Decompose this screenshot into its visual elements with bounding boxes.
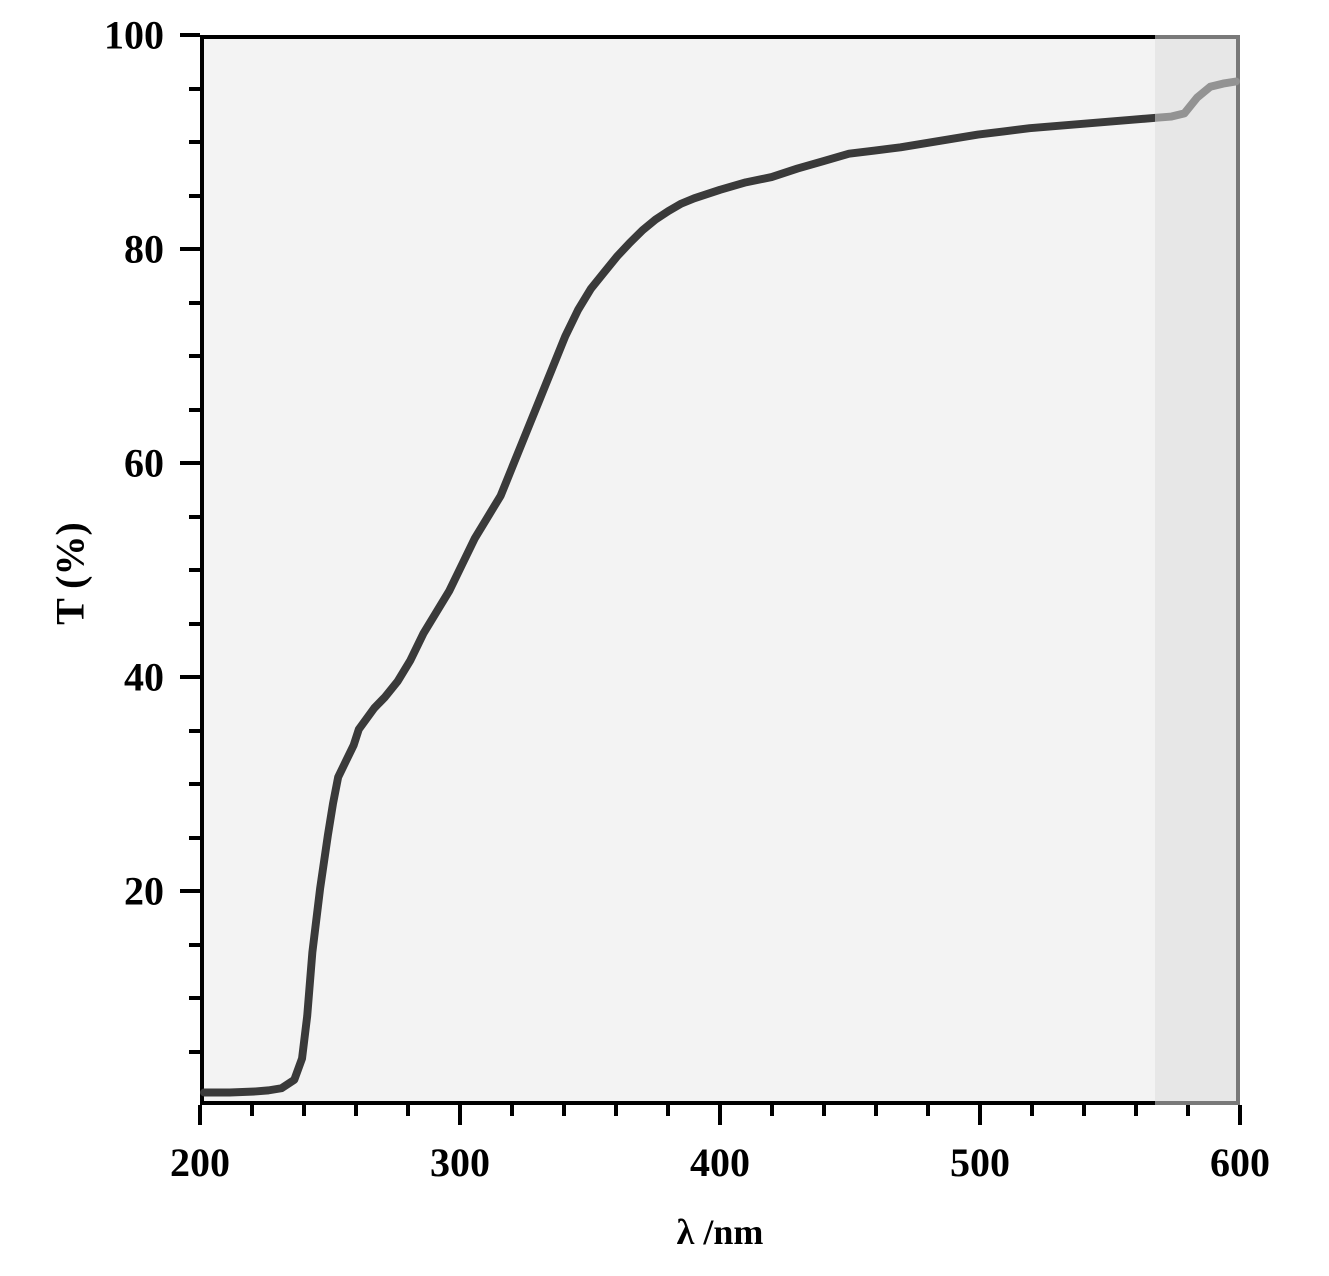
y-tick-major xyxy=(180,889,200,893)
y-tick-minor xyxy=(189,782,200,786)
y-tick-minor xyxy=(189,836,200,840)
x-tick-minor xyxy=(1134,1105,1138,1116)
y-tick-major xyxy=(180,33,200,37)
y-tick-minor xyxy=(189,622,200,626)
x-tick-minor xyxy=(1082,1105,1086,1116)
y-tick-label: 40 xyxy=(0,654,164,701)
y-tick-minor xyxy=(189,943,200,947)
y-tick-minor xyxy=(189,87,200,91)
y-tick-label: 80 xyxy=(0,226,164,273)
y-tick-major xyxy=(180,675,200,679)
y-tick-label: 100 xyxy=(0,12,164,59)
x-tick-minor xyxy=(770,1105,774,1116)
figure-container: 200 300 400 500 600 20 40 60 80 100 λ /nm T (%) xyxy=(0,0,1329,1276)
x-tick-major xyxy=(978,1105,982,1125)
y-tick-label: 60 xyxy=(0,440,164,487)
x-tick-major xyxy=(458,1105,462,1125)
x-tick-minor xyxy=(510,1105,514,1116)
x-tick-label: 300 xyxy=(430,1139,490,1186)
plot-area xyxy=(200,35,1240,1105)
y-tick-minor xyxy=(189,301,200,305)
y-tick-minor xyxy=(189,515,200,519)
x-tick-major xyxy=(1238,1105,1242,1125)
x-tick-minor xyxy=(1030,1105,1034,1116)
y-tick-minor xyxy=(189,354,200,358)
x-tick-major xyxy=(198,1105,202,1125)
y-tick-major xyxy=(180,461,200,465)
y-tick-minor xyxy=(189,194,200,198)
x-tick-minor xyxy=(406,1105,410,1116)
y-tick-label: 20 xyxy=(0,868,164,915)
x-tick-minor xyxy=(822,1105,826,1116)
x-tick-label: 400 xyxy=(690,1139,750,1186)
x-tick-minor xyxy=(250,1105,254,1116)
x-tick-minor xyxy=(302,1105,306,1116)
x-axis-label: λ /nm xyxy=(677,1211,764,1253)
x-tick-label: 500 xyxy=(950,1139,1010,1186)
x-tick-minor xyxy=(874,1105,878,1116)
x-tick-major xyxy=(718,1105,722,1125)
x-tick-minor xyxy=(614,1105,618,1116)
y-tick-minor xyxy=(189,408,200,412)
series-transmittance xyxy=(204,39,1236,1101)
y-tick-minor xyxy=(189,568,200,572)
y-tick-major xyxy=(180,247,200,251)
x-tick-minor xyxy=(562,1105,566,1116)
x-tick-label: 600 xyxy=(1210,1139,1270,1186)
y-tick-minor xyxy=(189,729,200,733)
y-tick-minor xyxy=(189,1050,200,1054)
x-tick-minor xyxy=(1186,1105,1190,1116)
y-tick-minor xyxy=(189,996,200,1000)
x-tick-minor xyxy=(666,1105,670,1116)
x-tick-minor xyxy=(926,1105,930,1116)
y-axis-label: T (%) xyxy=(47,514,94,634)
y-tick-minor xyxy=(189,140,200,144)
x-tick-minor xyxy=(354,1105,358,1116)
x-tick-label: 200 xyxy=(170,1139,230,1186)
